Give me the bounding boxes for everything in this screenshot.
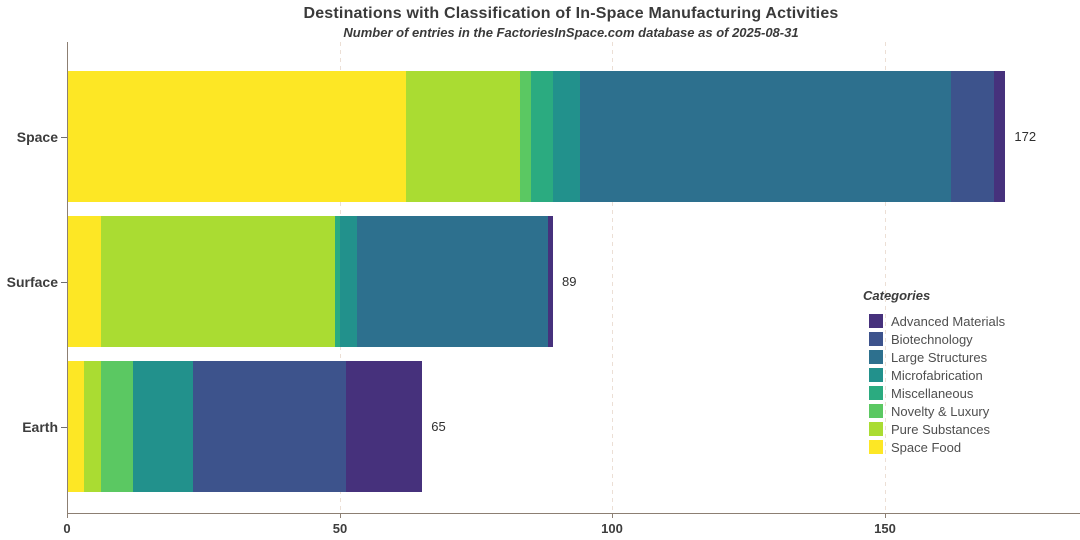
legend-swatch-icon <box>869 350 883 364</box>
legend-swatch-icon <box>869 422 883 436</box>
legend-swatch-icon <box>869 386 883 400</box>
y-tick-surface <box>61 282 67 283</box>
bar-segment-surface-microfabrication <box>340 216 357 347</box>
bar-segment-earth-pure-substances <box>84 361 101 492</box>
x-tick-100 <box>612 514 613 518</box>
legend-item-microfabrication: Microfabrication <box>863 366 1005 384</box>
legend-item-advanced-materials: Advanced Materials <box>863 312 1005 330</box>
bar-space <box>68 71 1006 202</box>
x-axis-line <box>67 513 1080 514</box>
bar-segment-surface-space-food <box>68 216 101 347</box>
y-axis-label-surface: Surface <box>6 273 58 290</box>
bar-segment-surface-pure-substances <box>100 216 336 347</box>
legend-item-novelty-luxury: Novelty & Luxury <box>863 402 1005 420</box>
x-tick-150 <box>885 514 886 518</box>
gridline-100 <box>612 42 613 512</box>
y-axis-label-earth: Earth <box>22 418 58 435</box>
bar-segment-space-biotechnology <box>950 71 995 202</box>
bar-segment-earth-space-food <box>68 361 85 492</box>
chart-title: Destinations with Classification of In-S… <box>303 5 839 22</box>
legend-items: Advanced Materials Biotechnology Large Str… <box>863 312 1005 456</box>
legend: Categories Advanced Materials Biotechnolo… <box>863 288 1005 456</box>
legend-item-biotechnology: Biotechnology <box>863 330 1005 348</box>
x-tick-50 <box>340 514 341 518</box>
bar-segment-surface-large-structures <box>356 216 548 347</box>
bar-segment-space-miscellaneous <box>531 71 554 202</box>
legend-item-label: Pure Substances <box>891 421 991 437</box>
x-tick-label-0: 0 <box>63 521 71 536</box>
bar-segment-surface-advanced-materials <box>547 216 553 347</box>
legend-swatch-icon <box>869 440 883 454</box>
legend-item-label: Microfabrication <box>891 367 983 383</box>
legend-item-large-structures: Large Structures <box>863 348 1005 366</box>
y-axis-label-space: Space <box>16 128 58 145</box>
x-tick-label-150: 150 <box>874 521 896 536</box>
legend-item-label: Biotechnology <box>891 331 973 347</box>
legend-swatch-icon <box>869 332 883 346</box>
bar-segment-earth-advanced-materials <box>345 361 423 492</box>
bar-value-label-earth: 65 <box>431 419 446 434</box>
bar-earth <box>68 361 423 492</box>
legend-item-miscellaneous: Miscellaneous <box>863 384 1005 402</box>
legend-swatch-icon <box>869 368 883 382</box>
x-tick-label-100: 100 <box>601 521 623 536</box>
y-axis-line <box>67 42 68 513</box>
bar-segment-space-pure-substances <box>405 71 521 202</box>
legend-item-label: Novelty & Luxury <box>891 403 990 419</box>
legend-title: Categories <box>863 288 931 303</box>
bar-segment-surface-miscellaneous <box>335 216 341 347</box>
legend-item-label: Miscellaneous <box>891 385 974 401</box>
bar-segment-earth-novelty-luxury <box>100 361 134 492</box>
y-tick-earth <box>61 427 67 428</box>
legend-item-label: Advanced Materials <box>891 313 1006 329</box>
y-tick-space <box>61 137 67 138</box>
gridline-150 <box>885 42 886 512</box>
bar-segment-space-novelty-luxury <box>520 71 532 202</box>
x-tick-0 <box>67 514 68 518</box>
bar-segment-earth-microfabrication <box>133 361 194 492</box>
bar-segment-space-space-food <box>68 71 406 202</box>
bar-segment-space-large-structures <box>580 71 951 202</box>
legend-item-pure-substances: Pure Substances <box>863 420 1005 438</box>
legend-item-label: Large Structures <box>891 349 988 365</box>
bar-segment-space-advanced-materials <box>994 71 1006 202</box>
legend-swatch-icon <box>869 404 883 418</box>
bar-surface <box>68 216 553 347</box>
chart-subtitle: Number of entries in the FactoriesInSpac… <box>343 25 799 40</box>
bar-segment-earth-biotechnology <box>193 361 346 492</box>
bar-value-label-space: 172 <box>1014 129 1037 144</box>
legend-swatch-icon <box>869 314 883 328</box>
legend-item-label: Space Food <box>891 439 962 455</box>
bar-segment-space-microfabrication <box>553 71 581 202</box>
legend-item-space-food: Space Food <box>863 438 1005 456</box>
bar-value-label-surface: 89 <box>562 274 577 289</box>
x-tick-label-50: 50 <box>332 521 348 536</box>
